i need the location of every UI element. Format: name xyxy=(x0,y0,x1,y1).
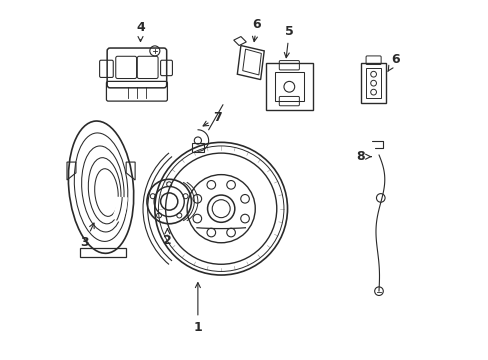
Text: 6: 6 xyxy=(252,18,261,41)
Text: 2: 2 xyxy=(163,229,171,247)
Text: 4: 4 xyxy=(136,21,144,41)
Text: 5: 5 xyxy=(284,25,293,58)
Text: 8: 8 xyxy=(356,150,370,163)
Text: 6: 6 xyxy=(387,53,399,72)
Text: 7: 7 xyxy=(203,111,222,126)
Text: 3: 3 xyxy=(81,223,94,249)
Text: 1: 1 xyxy=(193,283,202,333)
